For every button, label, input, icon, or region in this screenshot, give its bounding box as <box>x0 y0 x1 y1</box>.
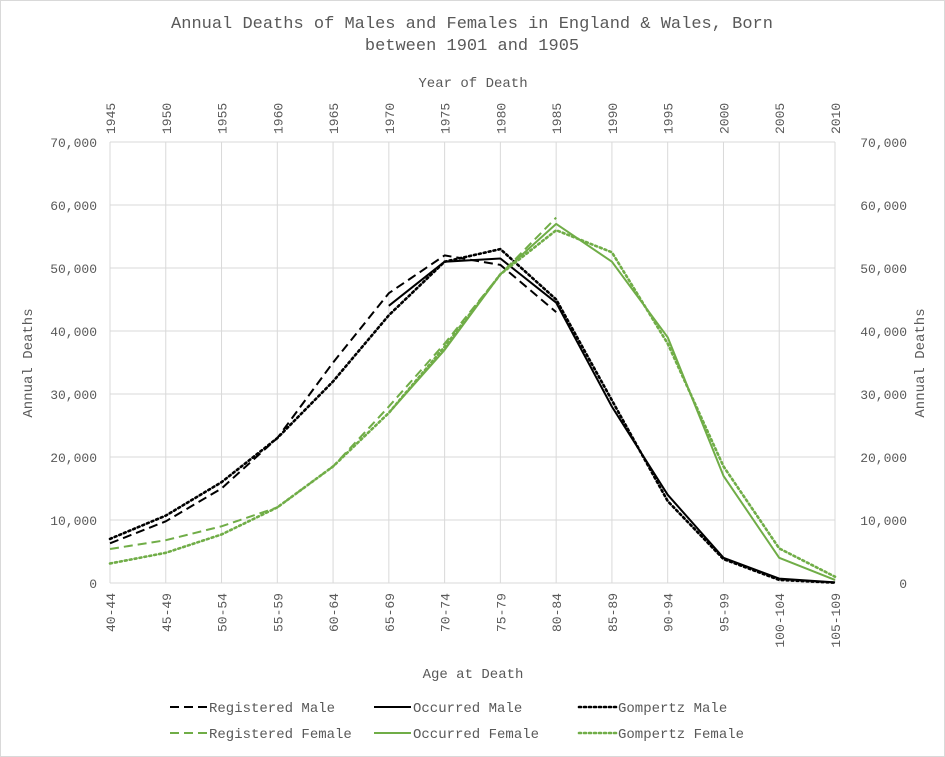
x2-tick-label: 1960 <box>271 103 286 134</box>
y-axis-title-right: Annual Deaths <box>913 308 929 417</box>
x-tick-label: 80-84 <box>550 593 565 632</box>
x2-tick-label: 1985 <box>550 103 565 134</box>
x-tick-label: 55-59 <box>271 593 286 632</box>
x2-tick-label: 2010 <box>829 103 844 134</box>
x2-tick-label: 1950 <box>160 103 175 134</box>
y-axis-title-left: Annual Deaths <box>21 308 37 417</box>
y-tick-label-right: 40,000 <box>860 325 907 340</box>
y-tick-label-left: 20,000 <box>50 451 97 466</box>
legend-label-registered-male: Registered Male <box>209 701 335 717</box>
x2-tick-label: 2005 <box>773 103 788 134</box>
legend-label-gompertz-female: Gompertz Female <box>618 727 744 743</box>
x-tick-label: 85-89 <box>606 593 621 632</box>
x2-tick-label: 1970 <box>383 103 398 134</box>
y-tick-label-right: 70,000 <box>860 136 907 151</box>
y-tick-label-left: 50,000 <box>50 262 97 277</box>
chart-title-line: Annual Deaths of Males and Females in En… <box>171 15 773 34</box>
y-tick-label-left: 30,000 <box>50 388 97 403</box>
legend-label-occurred-male: Occurred Male <box>413 701 522 717</box>
y-tick-label-right: 30,000 <box>860 388 907 403</box>
x-tick-label: 45-49 <box>160 593 175 632</box>
x2-tick-label: 1955 <box>216 103 231 134</box>
series-line-gompertz-female <box>108 228 837 578</box>
x-tick-label: 105-109 <box>829 593 844 648</box>
legend-label-registered-female: Registered Female <box>209 727 352 743</box>
y-tick-label-right: 60,000 <box>860 199 907 214</box>
x-tick-label: 70-74 <box>439 593 454 632</box>
y-tick-label-left: 0 <box>89 577 97 592</box>
x2-tick-label: 2000 <box>717 103 732 134</box>
x2-tick-label: 1980 <box>494 103 509 134</box>
x2-tick-label: 1945 <box>104 103 119 134</box>
x-axis-title: Age at Death <box>423 667 524 683</box>
y-tick-label-left: 40,000 <box>50 325 97 340</box>
series-line-gompertz-male <box>108 247 837 584</box>
chart-title-line: between 1901 and 1905 <box>365 37 579 56</box>
x-tick-label: 95-99 <box>717 593 732 632</box>
legend-label-gompertz-male: Gompertz Male <box>618 701 727 717</box>
x-tick-label: 90-94 <box>662 593 677 632</box>
y-tick-label-left: 60,000 <box>50 199 97 214</box>
series-line-occurred-female <box>388 222 836 581</box>
x-tick-label: 50-54 <box>216 593 231 632</box>
y-tick-label-right: 50,000 <box>860 262 907 277</box>
y-tick-label-right: 20,000 <box>860 451 907 466</box>
y-tick-label-left: 70,000 <box>50 136 97 151</box>
y-tick-label-right: 0 <box>899 577 907 592</box>
x-tick-label: 75-79 <box>494 593 509 632</box>
y-tick-label-right: 10,000 <box>860 514 907 529</box>
x-tick-label: 40-44 <box>104 593 119 632</box>
legend-label-occurred-female: Occurred Female <box>413 727 539 743</box>
x2-tick-label: 1965 <box>327 103 342 134</box>
x-tick-label: 100-104 <box>773 593 788 648</box>
x-tick-label: 65-69 <box>383 593 398 632</box>
x-tick-label: 60-64 <box>327 593 342 632</box>
x2-tick-label: 1975 <box>439 103 454 134</box>
y-tick-label-left: 10,000 <box>50 514 97 529</box>
x2-tick-label: 1995 <box>662 103 677 134</box>
x2-axis-title: Year of Death <box>418 76 527 92</box>
x2-tick-label: 1990 <box>606 103 621 134</box>
